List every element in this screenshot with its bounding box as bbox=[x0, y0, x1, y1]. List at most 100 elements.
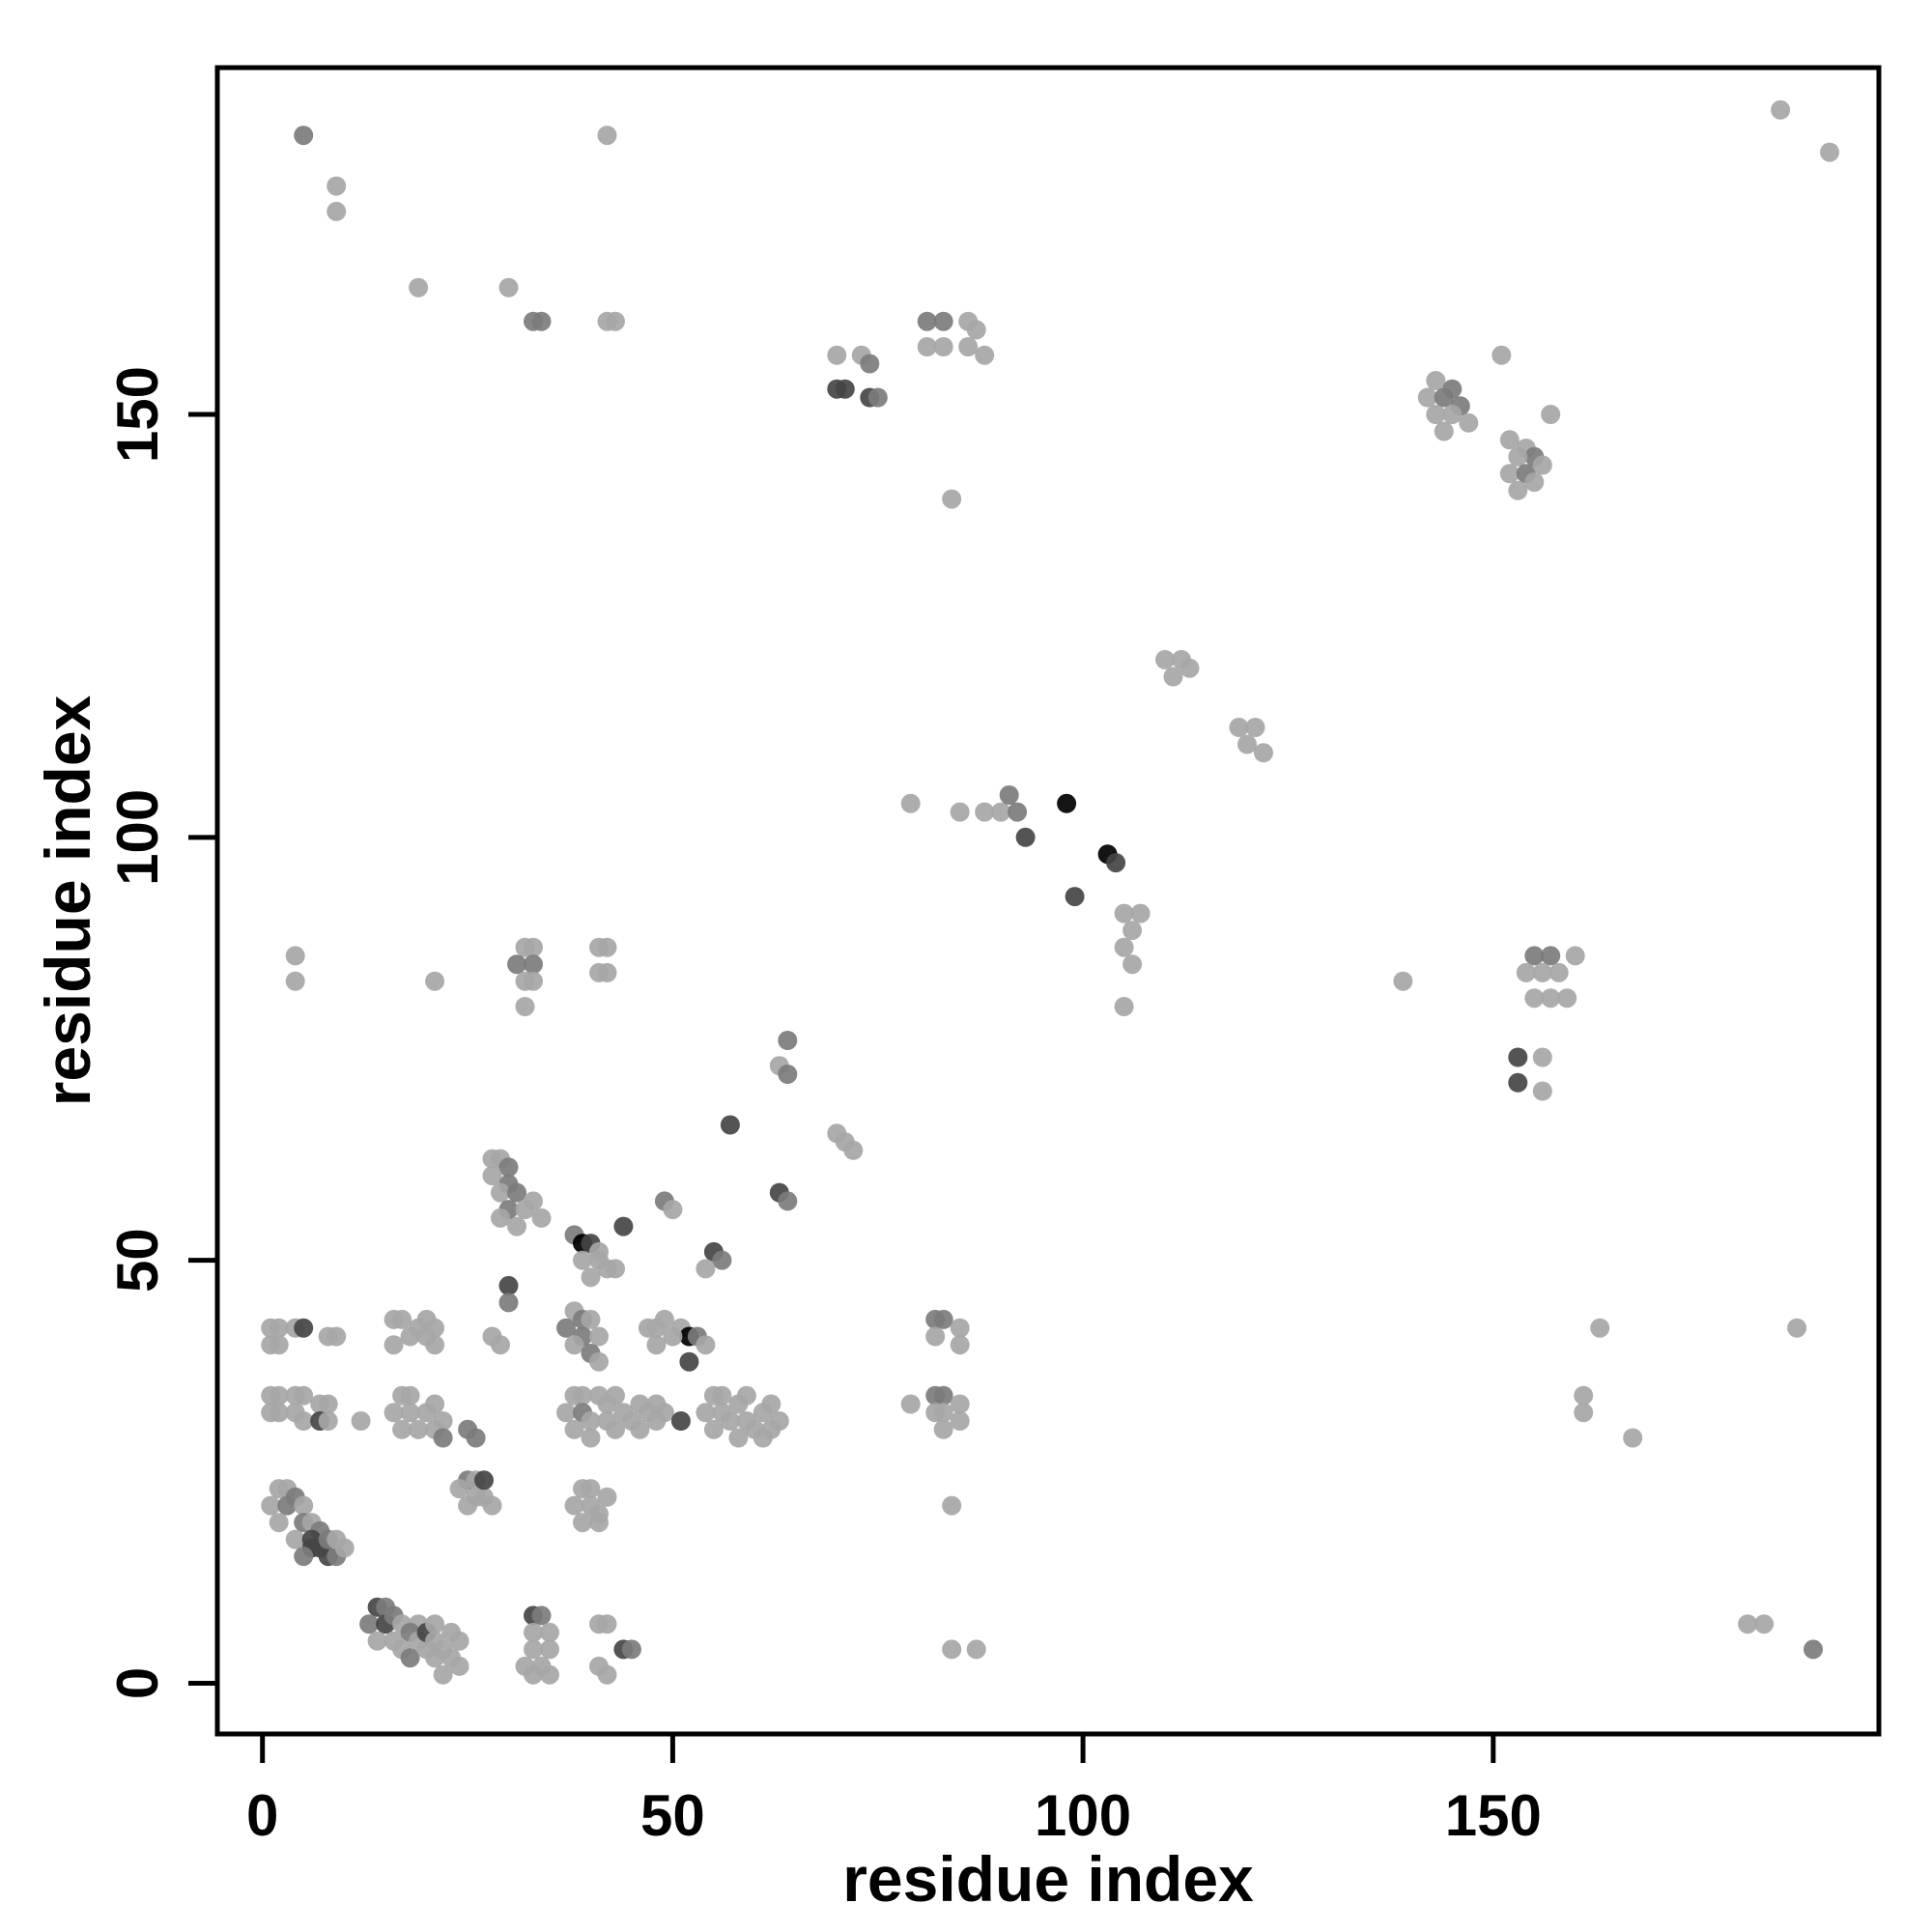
data-point bbox=[1557, 988, 1577, 1009]
plot-frame bbox=[214, 65, 1882, 1737]
data-point bbox=[318, 1394, 338, 1414]
data-point bbox=[621, 1639, 641, 1660]
data-point bbox=[524, 1639, 543, 1660]
data-point bbox=[1541, 405, 1561, 424]
data-point bbox=[950, 1335, 970, 1355]
data-point bbox=[1820, 142, 1839, 162]
data-point bbox=[524, 1664, 543, 1685]
data-point bbox=[1804, 1639, 1823, 1660]
data-point bbox=[827, 345, 847, 365]
data-point bbox=[1426, 405, 1446, 424]
data-point bbox=[999, 785, 1019, 805]
data-point bbox=[425, 1394, 445, 1414]
data-point bbox=[696, 1335, 716, 1355]
data-point bbox=[1516, 962, 1536, 982]
data-point bbox=[482, 1166, 502, 1186]
data-point bbox=[991, 802, 1011, 822]
data-point bbox=[860, 354, 880, 374]
data-point bbox=[581, 1428, 601, 1448]
data-point bbox=[1434, 421, 1454, 441]
data-point bbox=[409, 1419, 429, 1439]
data-point bbox=[942, 489, 962, 509]
data-point bbox=[294, 1547, 314, 1567]
data-point bbox=[564, 1335, 584, 1355]
data-point bbox=[1541, 946, 1561, 966]
data-point bbox=[573, 1385, 592, 1406]
data-point bbox=[359, 1614, 380, 1634]
data-point bbox=[433, 1664, 453, 1685]
data-point bbox=[1548, 962, 1569, 982]
y-tick-label: 100 bbox=[105, 789, 170, 886]
data-point bbox=[778, 1065, 798, 1084]
data-point bbox=[589, 1513, 609, 1533]
data-point bbox=[1508, 480, 1528, 500]
data-point bbox=[449, 1656, 469, 1676]
data-point bbox=[294, 1495, 314, 1516]
data-point bbox=[975, 345, 995, 365]
data-point bbox=[400, 1648, 420, 1668]
data-point bbox=[1532, 1081, 1552, 1101]
data-point bbox=[1787, 1318, 1807, 1338]
data-point bbox=[753, 1428, 773, 1448]
data-point bbox=[392, 1419, 412, 1439]
data-point bbox=[933, 1419, 953, 1439]
data-point bbox=[507, 954, 526, 975]
y-tick-label: 0 bbox=[105, 1667, 170, 1699]
data-point bbox=[540, 1664, 559, 1685]
data-point bbox=[581, 1267, 601, 1288]
data-point bbox=[679, 1351, 699, 1372]
data-point bbox=[950, 1394, 970, 1414]
data-point bbox=[942, 1639, 962, 1660]
data-point bbox=[327, 176, 347, 196]
data-point bbox=[1623, 1428, 1643, 1448]
data-point bbox=[1122, 954, 1143, 975]
data-point bbox=[1442, 405, 1463, 424]
data-point bbox=[294, 1385, 314, 1406]
data-point bbox=[400, 1326, 420, 1347]
data-point bbox=[950, 802, 970, 822]
data-point bbox=[482, 1495, 502, 1516]
data-point bbox=[498, 277, 519, 298]
data-point bbox=[1163, 667, 1183, 687]
data-point bbox=[975, 802, 995, 822]
data-point bbox=[524, 1622, 543, 1642]
data-point bbox=[736, 1385, 756, 1406]
data-point bbox=[1245, 718, 1265, 737]
data-point bbox=[597, 126, 617, 146]
x-tick-label: 50 bbox=[640, 1783, 705, 1848]
data-point bbox=[384, 1403, 404, 1423]
data-point bbox=[285, 946, 305, 966]
data-point bbox=[769, 1411, 789, 1431]
data-point bbox=[531, 1605, 552, 1626]
data-point bbox=[392, 1309, 412, 1329]
data-point bbox=[606, 1419, 625, 1439]
data-point bbox=[1524, 472, 1545, 493]
data-point bbox=[498, 1157, 519, 1178]
data-point bbox=[531, 1208, 552, 1228]
data-point bbox=[1426, 371, 1446, 390]
data-point bbox=[498, 1293, 519, 1313]
data-point bbox=[556, 1403, 576, 1423]
data-point bbox=[1057, 793, 1077, 813]
data-point bbox=[294, 1318, 314, 1338]
data-point bbox=[425, 1648, 445, 1668]
data-point bbox=[425, 971, 445, 991]
data-point bbox=[581, 1479, 601, 1499]
data-point bbox=[1122, 921, 1143, 941]
data-point bbox=[466, 1428, 486, 1448]
data-point bbox=[564, 1419, 584, 1439]
data-point bbox=[933, 311, 953, 331]
data-point bbox=[1114, 997, 1134, 1016]
data-point bbox=[1524, 946, 1545, 966]
data-point bbox=[573, 1250, 592, 1270]
data-point bbox=[269, 1513, 289, 1533]
data-point bbox=[491, 1182, 510, 1203]
data-point bbox=[1114, 903, 1134, 923]
data-point bbox=[597, 1614, 617, 1634]
data-point bbox=[269, 1335, 289, 1355]
data-point bbox=[703, 1419, 724, 1439]
data-point bbox=[1532, 455, 1552, 475]
data-point bbox=[606, 1385, 625, 1406]
